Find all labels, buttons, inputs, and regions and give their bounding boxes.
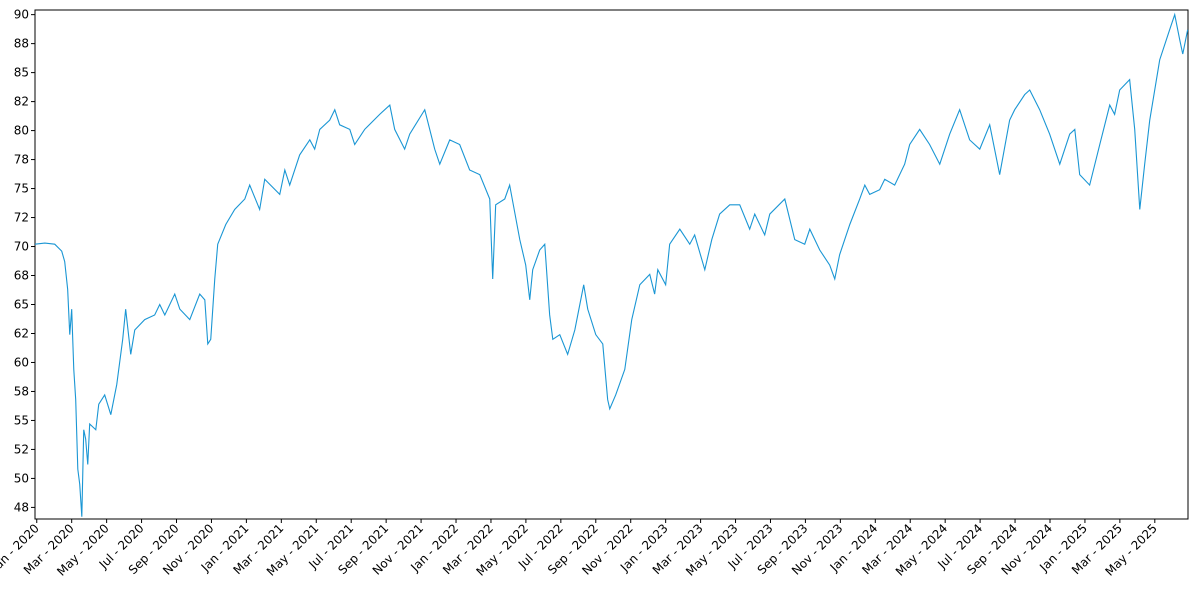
y-tick-label: 48: [14, 500, 29, 514]
y-tick-label: 88: [14, 37, 29, 51]
y-tick-label: 80: [14, 124, 29, 138]
plot-frame: [34, 9, 1189, 520]
y-tick-label: 85: [14, 66, 29, 80]
y-tick-label: 62: [14, 326, 29, 340]
y-tick-label: 50: [14, 471, 29, 485]
data-line: [34, 12, 1189, 517]
y-tick-label: 55: [14, 413, 29, 427]
y-tick-label: 58: [14, 384, 29, 398]
y-tick-label: 90: [14, 8, 29, 22]
y-tick-label: 60: [14, 355, 29, 369]
y-tick-label: 70: [14, 240, 29, 254]
y-tick-label: 72: [14, 211, 29, 225]
y-tick-label: 65: [14, 298, 29, 312]
y-tick-label: 82: [14, 95, 29, 109]
y-tick-label: 68: [14, 269, 29, 283]
y-tick-label: 78: [14, 153, 29, 167]
y-tick-label: 52: [14, 442, 29, 456]
y-tick-label: 75: [14, 182, 29, 196]
